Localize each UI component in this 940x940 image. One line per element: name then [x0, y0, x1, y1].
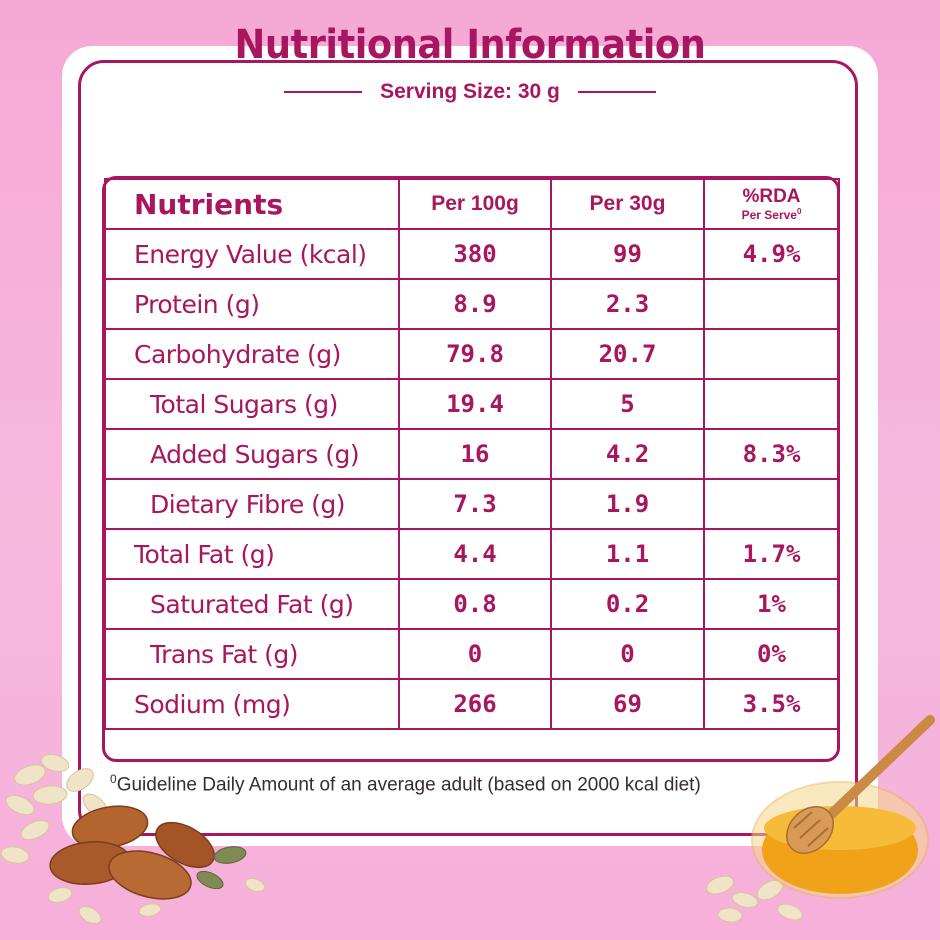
- value-per-30g: 2.3: [550, 278, 705, 330]
- divider-left: [284, 91, 363, 94]
- header-per-100g: Per 100g: [398, 178, 552, 230]
- header-per-30g: Per 30g: [550, 178, 705, 230]
- nutrient-name: Dietary Fibre (g): [104, 478, 400, 530]
- footnote: 0Guideline Daily Amount of an average ad…: [110, 772, 870, 796]
- value-per-100g: 380: [398, 228, 552, 280]
- table-row: Protein (g) 8.9 2.3: [104, 278, 840, 330]
- table-body: Energy Value (kcal) 380 99 4.9% Protein (g) 8…: [104, 228, 840, 730]
- header-rda: %RDA Per Serve0: [703, 178, 840, 230]
- value-rda: 0%: [703, 628, 840, 680]
- table-row: Added Sugars (g) 16 4.2 8.3%: [104, 428, 840, 480]
- value-per-100g: 19.4: [398, 378, 552, 430]
- value-rda: [703, 478, 840, 530]
- serving-size-label: Serving Size: 30 g: [380, 80, 560, 103]
- nutrient-name: Protein (g): [104, 278, 400, 330]
- footnote-mark: 0: [110, 772, 117, 786]
- value-rda: 4.9%: [703, 228, 840, 280]
- honey-bowl-icon: [706, 715, 935, 923]
- value-per-30g: 0.2: [550, 578, 705, 630]
- nutrient-name: Saturated Fat (g): [104, 578, 400, 630]
- nutrient-name: Sodium (mg): [104, 678, 400, 730]
- value-per-100g: 4.4: [398, 528, 552, 580]
- value-per-30g: 1.9: [550, 478, 705, 530]
- value-per-100g: 16: [398, 428, 552, 480]
- value-rda: 8.3%: [703, 428, 840, 480]
- header-rda-mark: 0: [796, 207, 802, 216]
- value-per-30g: 5: [550, 378, 705, 430]
- value-rda: 3.5%: [703, 678, 840, 730]
- table-row: Energy Value (kcal) 380 99 4.9%: [104, 228, 840, 280]
- value-per-100g: 7.3: [398, 478, 552, 530]
- value-rda: 1.7%: [703, 528, 840, 580]
- value-per-100g: 79.8: [398, 328, 552, 380]
- nutrient-name: Trans Fat (g): [104, 628, 400, 680]
- table-row: Total Sugars (g) 19.4 5: [104, 378, 840, 430]
- value-per-30g: 69: [550, 678, 705, 730]
- value-per-30g: 99: [550, 228, 705, 280]
- value-rda: [703, 278, 840, 330]
- value-per-30g: 20.7: [550, 328, 705, 380]
- value-per-30g: 4.2: [550, 428, 705, 480]
- value-rda: [703, 328, 840, 380]
- card-border: [78, 60, 858, 836]
- value-per-30g: 0: [550, 628, 705, 680]
- nutrient-name: Carbohydrate (g): [104, 328, 400, 380]
- value-rda: 1%: [703, 578, 840, 630]
- table-row: Dietary Fibre (g) 7.3 1.9: [104, 478, 840, 530]
- serving-size-row: Serving Size: 30 g: [0, 80, 940, 104]
- table-row: Trans Fat (g) 0 0 0%: [104, 628, 840, 680]
- header-rda-sub-text: Per Serve: [741, 208, 797, 222]
- nutrient-name: Added Sugars (g): [104, 428, 400, 480]
- value-per-100g: 0: [398, 628, 552, 680]
- table-row: Sodium (mg) 266 69 3.5%: [104, 678, 840, 730]
- almonds-oats-icon: [0, 753, 266, 925]
- table-row: Total Fat (g) 4.4 1.1 1.7%: [104, 528, 840, 580]
- divider-right: [577, 91, 656, 94]
- table-header-row: Nutrients Per 100g Per 30g %RDA Per Serv…: [104, 178, 840, 230]
- nutrition-table: Nutrients Per 100g Per 30g %RDA Per Serv…: [104, 178, 840, 730]
- value-rda: [703, 378, 840, 430]
- table-row: Saturated Fat (g) 0.8 0.2 1%: [104, 578, 840, 630]
- nutrient-name: Total Sugars (g): [104, 378, 400, 430]
- nutrient-name: Energy Value (kcal): [104, 228, 400, 280]
- footnote-text: Guideline Daily Amount of an average adu…: [116, 774, 701, 796]
- value-per-100g: 8.9: [398, 278, 552, 330]
- nutrient-name: Total Fat (g): [104, 528, 400, 580]
- header-rda-label: %RDA: [742, 186, 801, 207]
- value-per-30g: 1.1: [550, 528, 705, 580]
- header-nutrients: Nutrients: [104, 178, 400, 230]
- page-title: Nutritional Information: [234, 22, 706, 68]
- table-row: Carbohydrate (g) 79.8 20.7: [104, 328, 840, 380]
- header-rda-sub: Per Serve0: [705, 207, 838, 222]
- value-per-100g: 266: [398, 678, 552, 730]
- value-per-100g: 0.8: [398, 578, 552, 630]
